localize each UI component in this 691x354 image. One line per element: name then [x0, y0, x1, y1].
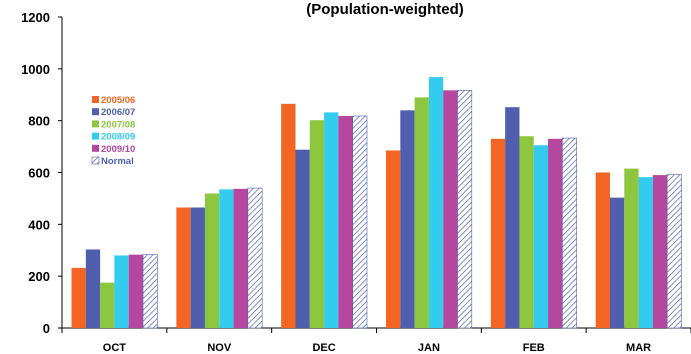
x-tick-label: OCT — [103, 342, 127, 354]
legend-swatch — [92, 96, 99, 103]
bar-jan-2008-09 — [428, 77, 444, 328]
bar-mar-2005-06 — [595, 172, 610, 328]
bar-nov-2005-06 — [176, 207, 191, 328]
bar-jan-2007-08 — [414, 97, 429, 328]
bar-feb-2005-06 — [490, 138, 506, 328]
bar-oct-2006-07 — [85, 249, 101, 328]
bar-oct-2007-08 — [100, 282, 115, 328]
y-tick-label: 200 — [28, 269, 50, 284]
bar-feb-2009-10 — [548, 138, 563, 328]
x-tick-label: MAR — [626, 342, 651, 354]
bar-nov-2009-10 — [233, 188, 248, 328]
bar-oct-2005-06 — [71, 267, 86, 328]
bar-jan-2006-07 — [400, 110, 415, 328]
bar-dec-2008-09 — [324, 112, 339, 328]
y-tick-label: 400 — [28, 217, 50, 232]
bar-dec-normal — [352, 115, 368, 329]
bar-oct-normal — [142, 254, 158, 329]
bar-nov-normal — [247, 187, 263, 329]
legend-swatch — [92, 132, 99, 140]
bar-jan-2005-06 — [386, 150, 401, 328]
bar-feb-normal — [562, 137, 577, 329]
x-tick-label: NOV — [207, 342, 232, 354]
legend-label: 2008/09 — [101, 132, 135, 143]
legend-label: 2009/10 — [101, 144, 135, 155]
x-tick-label: JAN — [418, 342, 440, 354]
bar-jan-2009-10 — [443, 90, 458, 328]
legend-label: 2007/08 — [101, 119, 135, 130]
bar-oct-2009-10 — [128, 254, 144, 328]
y-tick-label: 1200 — [21, 10, 50, 25]
bar-mar-2008-09 — [638, 177, 653, 328]
bar-dec-2005-06 — [281, 103, 296, 328]
bar-dec-2006-07 — [295, 149, 310, 328]
bar-nov-2008-09 — [219, 189, 234, 328]
y-tick-label: 600 — [28, 166, 50, 181]
bars-group — [71, 77, 682, 329]
bar-feb-2008-09 — [533, 145, 549, 328]
chart-title: (Population-weighted) — [306, 1, 463, 18]
bar-jan-normal — [457, 90, 473, 329]
legend-swatch — [92, 144, 99, 152]
bar-feb-2006-07 — [505, 107, 520, 328]
legend-label: Normal — [101, 156, 134, 167]
legend-label: 2006/07 — [101, 107, 135, 118]
legend-swatch — [92, 108, 99, 116]
x-tick-label: FEB — [523, 342, 545, 354]
bar-mar-2007-08 — [624, 168, 639, 328]
legend-swatch — [91, 156, 100, 165]
axes: 0 200 400 600 800 1000 1200 OCT NOV DEC JAN FEB MAR — [21, 10, 691, 354]
bar-dec-2007-08 — [309, 120, 325, 328]
x-tick-label: DEC — [312, 342, 335, 354]
y-tick-label: 0 — [43, 321, 50, 336]
legend-swatch — [92, 120, 99, 128]
bar-nov-2006-07 — [190, 207, 205, 328]
bar-dec-2009-10 — [338, 116, 353, 328]
bar-oct-2008-09 — [114, 255, 129, 328]
bar-mar-2009-10 — [652, 175, 668, 328]
legend-label: 2005/06 — [101, 95, 135, 106]
bar-feb-2007-08 — [519, 136, 534, 328]
bar-mar-normal — [666, 174, 682, 329]
bar-nov-2007-08 — [204, 193, 220, 328]
y-tick-label: 1000 — [21, 62, 50, 77]
bar-mar-2006-07 — [609, 197, 625, 328]
y-tick-label: 800 — [28, 114, 50, 129]
